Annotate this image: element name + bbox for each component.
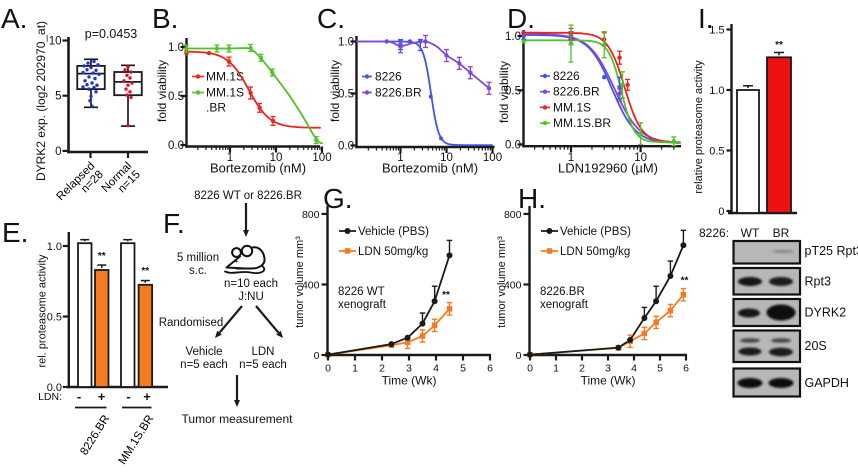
svg-text:8226 WT or 8226.BR: 8226 WT or 8226.BR bbox=[194, 190, 302, 202]
svg-text:+: + bbox=[143, 389, 151, 404]
svg-text:Tumor measurement: Tumor measurement bbox=[182, 412, 294, 426]
svg-text:1.0: 1.0 bbox=[168, 42, 184, 54]
svg-text:1.0: 1.0 bbox=[505, 31, 521, 43]
svg-text:B.: B. bbox=[152, 3, 178, 34]
svg-text:5: 5 bbox=[55, 91, 61, 103]
svg-text:LDN 50mg/kg: LDN 50mg/kg bbox=[358, 246, 428, 258]
svg-text:1.5: 1.5 bbox=[709, 25, 724, 37]
svg-text:relative proteasome activity: relative proteasome activity bbox=[693, 60, 705, 194]
svg-text:n=5 each: n=5 each bbox=[239, 359, 287, 371]
svg-text:0: 0 bbox=[718, 206, 724, 218]
svg-text:-: - bbox=[126, 389, 130, 404]
svg-text:E.: E. bbox=[2, 217, 28, 248]
svg-text:DYRK2: DYRK2 bbox=[805, 306, 847, 320]
svg-text:5 million: 5 million bbox=[177, 252, 219, 264]
svg-text:0.5: 0.5 bbox=[168, 91, 184, 103]
svg-text:LDN:: LDN: bbox=[38, 391, 62, 403]
svg-text:**: ** bbox=[98, 251, 106, 262]
svg-text:5: 5 bbox=[460, 363, 466, 375]
svg-text:8226.BR: 8226.BR bbox=[553, 85, 600, 99]
svg-text:Vehicle (PBS): Vehicle (PBS) bbox=[358, 226, 429, 238]
svg-text:1: 1 bbox=[352, 363, 358, 375]
svg-text:0.5: 0.5 bbox=[505, 85, 521, 97]
svg-text:LDN192960 (µM): LDN192960 (µM) bbox=[558, 161, 658, 176]
svg-text:pT25 Rpt3: pT25 Rpt3 bbox=[805, 244, 858, 258]
svg-text:**: ** bbox=[681, 276, 689, 287]
svg-text:400: 400 bbox=[504, 279, 522, 291]
svg-text:MM.1S.BR: MM.1S.BR bbox=[553, 116, 611, 130]
svg-text:10: 10 bbox=[49, 36, 62, 48]
svg-text:0.5: 0.5 bbox=[338, 89, 354, 101]
svg-text:100: 100 bbox=[312, 152, 331, 164]
svg-text:**: ** bbox=[141, 266, 149, 277]
svg-text:1.0: 1.0 bbox=[338, 37, 354, 49]
svg-text:LDN: LDN bbox=[251, 346, 274, 358]
svg-text:0: 0 bbox=[516, 350, 522, 362]
svg-text:xenograft: xenograft bbox=[540, 299, 589, 311]
svg-text:+: + bbox=[98, 389, 106, 404]
svg-text:-: - bbox=[77, 389, 81, 404]
svg-text:8226 WT: 8226 WT bbox=[338, 286, 385, 298]
svg-text:DYRK2 exp. (log2 202970_at): DYRK2 exp. (log2 202970_at) bbox=[34, 21, 48, 181]
svg-text:8226: 8226 bbox=[375, 70, 402, 84]
svg-text:Vehicle (PBS): Vehicle (PBS) bbox=[560, 226, 631, 238]
svg-text:0.0: 0.0 bbox=[505, 140, 521, 152]
svg-text:Rpt3: Rpt3 bbox=[805, 275, 831, 289]
svg-text:n=10 each: n=10 each bbox=[224, 278, 278, 290]
svg-text:800: 800 bbox=[302, 209, 320, 221]
svg-text:6: 6 bbox=[683, 363, 689, 375]
svg-text:n=5 each: n=5 each bbox=[180, 359, 228, 371]
svg-text:.BR: .BR bbox=[206, 101, 226, 115]
svg-text:MM.1S: MM.1S bbox=[553, 100, 591, 114]
svg-text:WT: WT bbox=[741, 226, 760, 240]
svg-text:1.0: 1.0 bbox=[709, 85, 724, 97]
svg-text:8226.BR: 8226.BR bbox=[540, 286, 585, 298]
svg-text:8226: 8226 bbox=[553, 69, 580, 83]
svg-text:8226:: 8226: bbox=[699, 226, 729, 240]
svg-text:Time (Wk): Time (Wk) bbox=[581, 374, 636, 388]
svg-text:Randomised: Randomised bbox=[159, 317, 224, 329]
svg-text:5: 5 bbox=[657, 363, 663, 375]
svg-text:0.0: 0.0 bbox=[338, 141, 354, 153]
svg-text:20S: 20S bbox=[805, 339, 827, 353]
svg-text:0: 0 bbox=[55, 146, 61, 158]
svg-text:0.0: 0.0 bbox=[168, 140, 184, 152]
svg-text:**: ** bbox=[442, 290, 450, 301]
svg-text:F.: F. bbox=[163, 208, 185, 239]
svg-text:fold viability: fold viability bbox=[155, 60, 169, 122]
svg-text:GAPDH: GAPDH bbox=[805, 376, 849, 390]
svg-text:A.: A. bbox=[1, 3, 27, 34]
svg-text:Bortezomib (nM): Bortezomib (nM) bbox=[210, 161, 306, 176]
svg-text:D.: D. bbox=[507, 3, 535, 34]
svg-text:1.0: 1.0 bbox=[47, 241, 62, 253]
svg-text:J:NU: J:NU bbox=[238, 291, 264, 303]
svg-text:p=0.0453: p=0.0453 bbox=[85, 27, 138, 41]
svg-text:0.5: 0.5 bbox=[709, 146, 724, 158]
svg-text:100: 100 bbox=[483, 152, 502, 164]
svg-text:400: 400 bbox=[302, 279, 320, 291]
svg-text:0: 0 bbox=[325, 363, 331, 375]
svg-text:800: 800 bbox=[504, 209, 522, 221]
svg-text:0.5: 0.5 bbox=[47, 312, 62, 324]
svg-text:0: 0 bbox=[314, 350, 320, 362]
svg-text:6: 6 bbox=[487, 363, 493, 375]
svg-text:1: 1 bbox=[553, 363, 559, 375]
svg-text:BR: BR bbox=[773, 226, 790, 240]
svg-text:MM.1S: MM.1S bbox=[206, 86, 244, 100]
svg-text:s.c.: s.c. bbox=[189, 265, 207, 277]
svg-text:C.: C. bbox=[317, 3, 345, 34]
svg-text:Vehicle: Vehicle bbox=[185, 346, 222, 358]
svg-text:xenograft: xenograft bbox=[338, 299, 387, 311]
svg-text:Time (Wk): Time (Wk) bbox=[382, 374, 437, 388]
svg-text:Bortezomib (nM): Bortezomib (nM) bbox=[382, 161, 478, 176]
svg-text:0: 0 bbox=[527, 363, 533, 375]
svg-text:LDN 50mg/kg: LDN 50mg/kg bbox=[560, 246, 630, 258]
svg-text:H.: H. bbox=[518, 183, 546, 214]
svg-text:8226.BR: 8226.BR bbox=[375, 86, 422, 100]
svg-text:**: ** bbox=[775, 40, 783, 51]
